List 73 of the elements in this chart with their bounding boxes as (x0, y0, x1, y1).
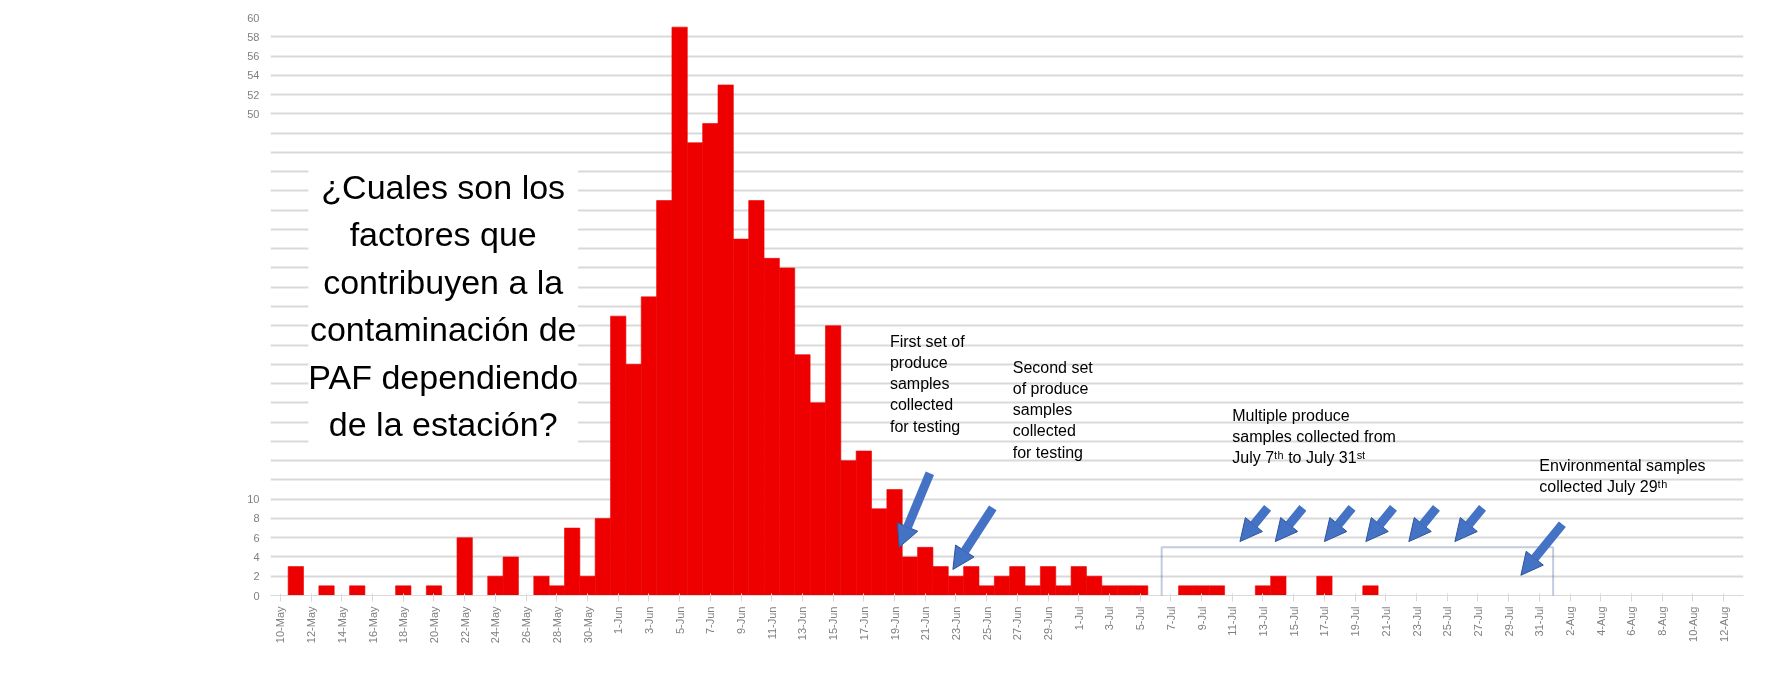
x-tick-label: 19-Jun (888, 606, 901, 641)
x-tick-label: 27-Jul (1471, 606, 1484, 637)
x-tick-label: 21-Jul (1379, 606, 1392, 637)
annotation: Environmental samples collected July 29ᵗʰ (1539, 456, 1706, 496)
y-tick-label: 54 (247, 69, 260, 82)
annotation: First set of produce samples collected for testing (889, 332, 966, 435)
x-tick-label: 30-May (581, 606, 594, 644)
x-tick-label: 23-Jun (949, 606, 962, 641)
x-tick-label: 21-Jun (919, 606, 932, 641)
x-tick-label: 11-Jul (1226, 606, 1239, 636)
y-tick-label: 56 (247, 50, 260, 63)
x-tick-label: 10-May (274, 606, 287, 644)
x-tick-label: 29-Jul (1502, 606, 1515, 637)
x-tick-label: 13-Jul (1256, 606, 1269, 637)
x-tick-label: 6-Aug (1625, 606, 1638, 636)
x-tick-label: 28-May (550, 606, 563, 644)
x-tick-label: 1-Jun (612, 606, 625, 635)
x-tick-label: 17-Jul (1318, 606, 1331, 637)
y-tick-label: 10 (247, 493, 260, 506)
x-tick-label: 12-May (305, 606, 318, 644)
x-tick-label: 3-Jun (642, 606, 655, 635)
y-tick-label: 60 (247, 11, 260, 24)
x-tick-label: 5-Jul (1134, 606, 1147, 631)
x-tick-label: 26-May (520, 606, 533, 644)
annotation: ¿Cuales son los factores que contribuyen a la contaminación de PAF dependiendo de la estación? (308, 167, 579, 444)
x-tick-label: 11-Jun (765, 606, 778, 640)
bar (426, 585, 442, 596)
x-tick-label: 17-Jun (857, 606, 870, 641)
x-tick-label: 12-Aug (1717, 606, 1730, 642)
x-tick-label: 29-Jun (1042, 606, 1055, 641)
bar (395, 585, 412, 596)
x-tick-label: 23-Jul (1410, 606, 1423, 637)
bar (1362, 585, 1379, 596)
x-tick-label: 1-Jul (1072, 606, 1085, 631)
x-tick-label: 2-Aug (1564, 606, 1577, 636)
x-tick-label: 13-Jun (796, 606, 809, 641)
x-tick-label: 15-Jul (1287, 606, 1300, 637)
x-tick-label: 18-May (397, 606, 410, 644)
x-tick-label: 15-Jun (827, 606, 840, 641)
y-tick-label: 6 (253, 531, 260, 544)
x-tick-label: 9-Jul (1195, 606, 1208, 631)
x-tick-label: 7-Jul (1164, 606, 1177, 631)
x-tick-label: 8-Aug (1656, 606, 1669, 636)
x-tick-label: 24-May (489, 606, 502, 644)
y-tick-label: 58 (247, 30, 260, 43)
x-tick-label: 3-Jul (1103, 606, 1116, 631)
x-tick-label: 31-Jul (1533, 606, 1546, 637)
x-tick-label: 9-Jun (735, 606, 748, 635)
x-tick-label: 25-Jun (980, 606, 993, 641)
annotation: Multiple produce samples collected from July 7ᵗʰ to July 31ˢᵗ (1232, 406, 1396, 467)
y-tick-label: 8 (253, 512, 260, 525)
y-tick-label: 50 (247, 107, 260, 120)
annotation: Second set of produce samples collected for testing (1012, 358, 1094, 461)
y-tick-label: 52 (247, 88, 260, 101)
x-tick-label: 20-May (428, 606, 440, 644)
x-tick-label: 5-Jun (673, 606, 686, 635)
x-tick-label: 27-Jun (1011, 606, 1024, 641)
y-tick-label: 4 (253, 550, 260, 563)
x-tick-label: 4-Aug (1594, 606, 1607, 636)
x-tick-label: 19-Jul (1349, 606, 1362, 637)
x-tick-label: 16-May (366, 606, 379, 644)
x-tick-label: 22-May (458, 606, 471, 644)
y-tick-label: 0 (253, 589, 260, 602)
x-tick-label: 10-Aug (1686, 606, 1699, 642)
x-tick-label: 14-May (335, 606, 348, 644)
bar (456, 537, 473, 596)
bar (1316, 575, 1333, 596)
bar (318, 585, 335, 596)
x-tick-label: 25-Jul (1441, 606, 1454, 637)
bar (287, 566, 304, 596)
y-tick-label: 2 (253, 570, 260, 583)
x-tick-label: 7-Jun (704, 606, 717, 635)
bar (349, 585, 366, 596)
